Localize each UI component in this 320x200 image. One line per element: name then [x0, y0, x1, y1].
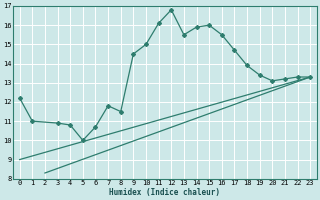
X-axis label: Humidex (Indice chaleur): Humidex (Indice chaleur)	[109, 188, 220, 197]
